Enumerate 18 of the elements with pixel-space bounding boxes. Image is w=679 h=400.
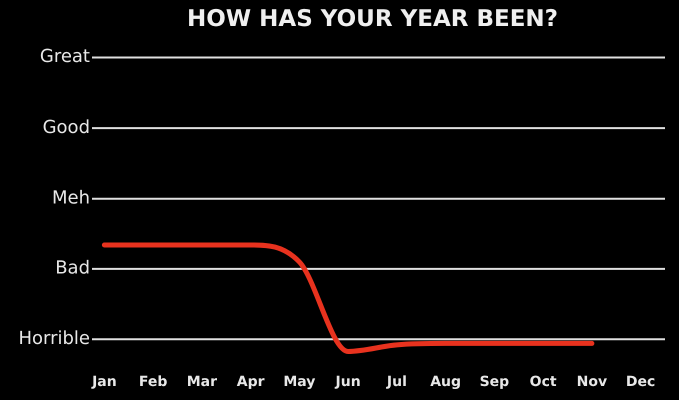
x-tick-label: Oct	[530, 374, 557, 390]
x-tick-label: Apr	[236, 374, 265, 390]
ref-line-label: Horrible	[18, 328, 90, 349]
x-tick-label: Jul	[386, 374, 407, 390]
x-tick-label: Jun	[334, 374, 361, 390]
x-tick-label: Feb	[138, 374, 168, 390]
ref-line-label: Bad	[55, 258, 90, 279]
ref-line-label: Good	[42, 116, 90, 138]
ref-line-label: Great	[40, 46, 90, 68]
x-tick-label: Sep	[480, 374, 510, 390]
x-tick-label: Mar	[186, 374, 218, 390]
x-tick-label: Dec	[626, 374, 656, 390]
x-tick-label: Jan	[91, 374, 117, 390]
chart-title: HOW HAS YOUR YEAR BEEN?	[186, 6, 558, 32]
x-tick-label: Nov	[576, 374, 608, 390]
x-tick-label: Aug	[430, 374, 462, 390]
ref-line-label: Meh	[52, 187, 90, 208]
x-tick-label: May	[283, 374, 316, 390]
